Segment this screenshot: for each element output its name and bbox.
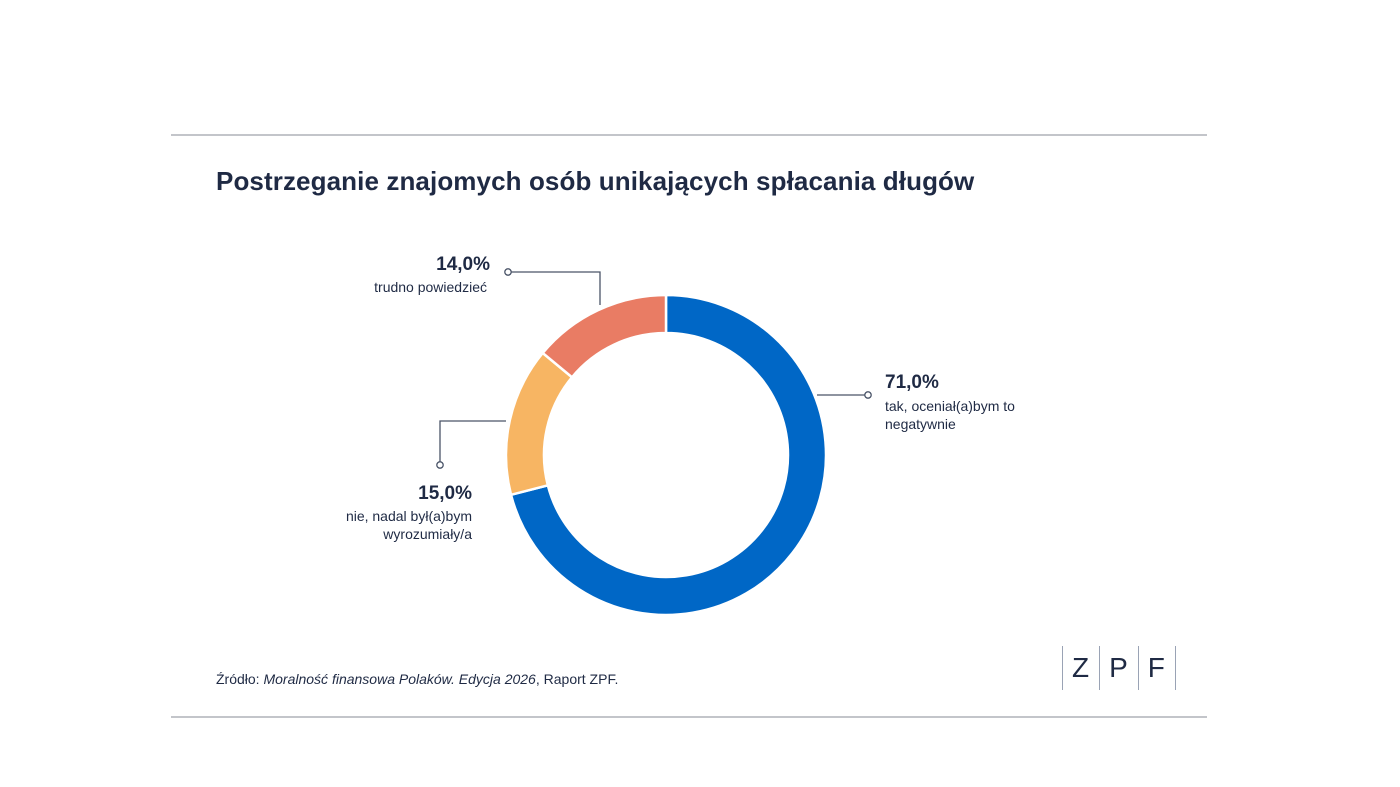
logo-separator — [1137, 646, 1139, 690]
logo-separator — [1174, 646, 1176, 690]
logo-letter-p: P — [1109, 652, 1129, 683]
leader-dot-0 — [864, 391, 872, 399]
slice-category-label-1: nie, nadal był(a)bym — [346, 508, 472, 524]
slice-value-label-1: 15,0% — [418, 483, 472, 504]
slice-value-label-2: 14,0% — [436, 254, 490, 275]
slice-category-label-2: trudno powiedzieć — [374, 279, 487, 295]
logo-letter-f: F — [1147, 652, 1166, 683]
zpf-logo: Z P F — [1062, 646, 1176, 690]
leader-line-1 — [439, 420, 506, 465]
logo-separator — [1062, 646, 1063, 690]
slice-value-label-0: 71,0% — [885, 372, 939, 393]
donut-slice-1 — [504, 351, 574, 497]
chart-title: Postrzeganie znajomych osób unikających … — [216, 166, 975, 196]
leader-dot-1 — [436, 461, 444, 469]
slice-category-label-1: wyrozumiały/a — [382, 526, 472, 542]
bottom-divider — [171, 716, 1207, 718]
leader-line-2 — [508, 271, 601, 305]
source-prefix: Źródło: — [216, 671, 264, 687]
logo-letter-z: Z — [1072, 652, 1091, 683]
source-title: Moralność finansowa Polaków. Edycja 2026 — [263, 671, 536, 687]
top-divider — [171, 134, 1207, 136]
donut-slice-0 — [509, 293, 828, 617]
donut-slice-2 — [540, 293, 668, 379]
slice-category-label-0: tak, oceniał(a)bym to — [885, 398, 1015, 414]
slice-category-label-0: negatywnie — [885, 416, 956, 432]
leader-dot-2 — [504, 268, 512, 276]
source-suffix: , Raport ZPF. — [535, 671, 619, 687]
source-note: Źródło: Moralność finansowa Polaków. Edy… — [216, 671, 618, 687]
logo-separator — [1099, 646, 1101, 690]
